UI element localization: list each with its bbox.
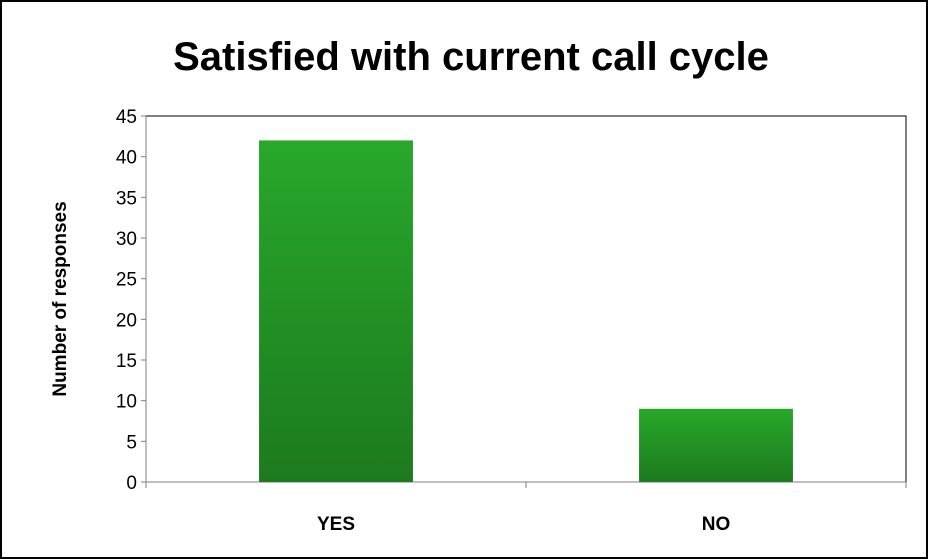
y-axis: 0 5 10 15 20 25 30 35 40 45 [116,107,147,494]
y-tick-label: 45 [116,107,137,128]
y-tick-label: 15 [116,351,137,372]
y-tick-label: 5 [126,432,137,453]
bar-no [639,408,793,482]
y-tick-label: 0 [126,473,137,494]
chart-title: Satisfied with current call cycle [173,35,769,79]
y-tick-label: 40 [116,148,137,169]
y-tick-label: 20 [116,310,137,331]
x-tick-label: NO [702,514,731,535]
y-tick-label: 25 [116,270,137,291]
y-axis-label: Number of responses [50,201,71,396]
x-tick-label: YES [317,514,355,535]
y-tick-label: 35 [116,188,137,209]
bar-yes [259,140,413,482]
y-tick-label: 30 [116,229,137,250]
bars-group [259,140,793,482]
y-tick-label: 10 [116,392,137,413]
